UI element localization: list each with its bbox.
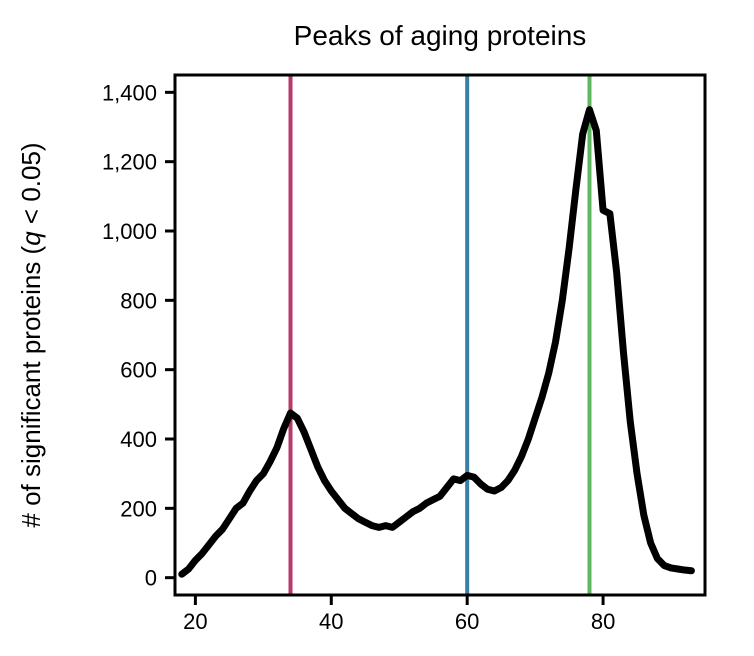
y-tick-label: 200 (120, 496, 157, 521)
chart-container: 2040608002004006008001,0001,2001,400Peak… (0, 0, 754, 656)
y-tick-label: 600 (120, 358, 157, 383)
y-tick-label: 1,400 (102, 80, 157, 105)
x-tick-label: 60 (455, 609, 479, 634)
x-tick-label: 80 (591, 609, 615, 634)
y-tick-label: 400 (120, 427, 157, 452)
y-tick-label: 1,000 (102, 219, 157, 244)
chart-svg: 2040608002004006008001,0001,2001,400Peak… (0, 0, 754, 656)
x-tick-label: 40 (319, 609, 343, 634)
y-tick-label: 800 (120, 288, 157, 313)
x-tick-label: 20 (183, 609, 207, 634)
y-axis-label: # of significant proteins (q < 0.05) (16, 142, 46, 527)
y-tick-label: 0 (145, 566, 157, 591)
y-tick-label: 1,200 (102, 150, 157, 175)
chart-title: Peaks of aging proteins (294, 20, 587, 51)
